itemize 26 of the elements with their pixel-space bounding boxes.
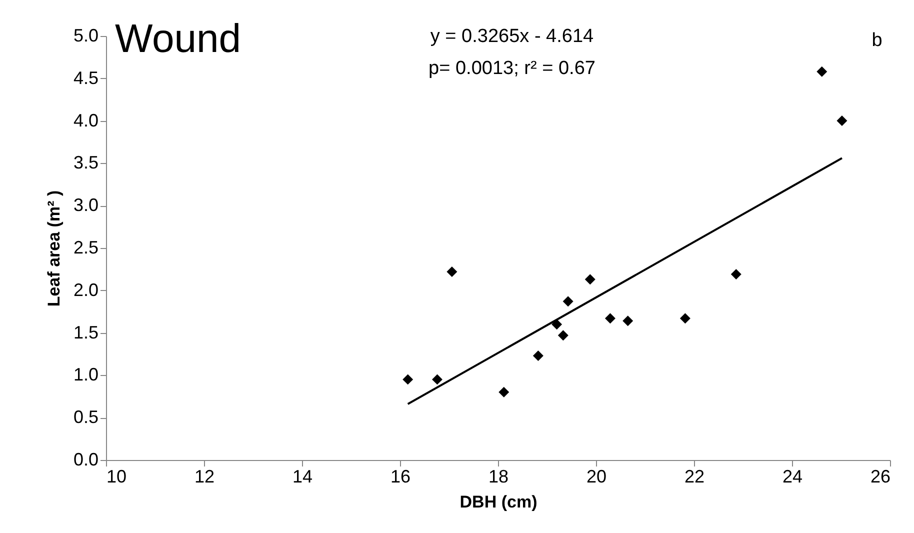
x-tick-label: 10	[106, 466, 127, 486]
y-tick-label: 0.0	[73, 450, 98, 470]
y-tick-label: 1.5	[73, 322, 98, 342]
x-tick-label: 18	[488, 466, 509, 486]
annotation: Wound	[114, 17, 242, 61]
annotation: p= 0.0013; r² = 0.67	[428, 58, 596, 79]
y-tick-label: 1.0	[73, 364, 98, 385]
y-tick-label: 3.5	[73, 152, 98, 173]
annotation: b	[872, 30, 882, 51]
y-tick-label: 5.0	[73, 26, 98, 46]
y-tick-label: 2.5	[73, 238, 98, 258]
y-tick-label: 2.0	[73, 280, 98, 300]
x-tick-label: 12	[194, 466, 215, 486]
y-tick-label: 3.0	[73, 195, 98, 216]
x-axis-title: DBH (cm)	[460, 492, 538, 512]
x-tick-label: 24	[782, 466, 803, 486]
y-tick-label: 4.5	[73, 68, 98, 88]
x-tick-label: 22	[684, 466, 705, 486]
y-axis-title: Leaf area (m² )	[44, 190, 64, 307]
x-tick-label: 26	[870, 466, 890, 486]
annotation: y = 0.3265x - 4.614	[430, 26, 594, 47]
x-tick-label: 16	[390, 466, 411, 486]
y-tick-label: 0.5	[73, 407, 98, 428]
x-tick-label: 20	[586, 466, 607, 486]
y-tick-label: 4.0	[73, 110, 98, 130]
x-tick-label: 14	[292, 466, 313, 486]
